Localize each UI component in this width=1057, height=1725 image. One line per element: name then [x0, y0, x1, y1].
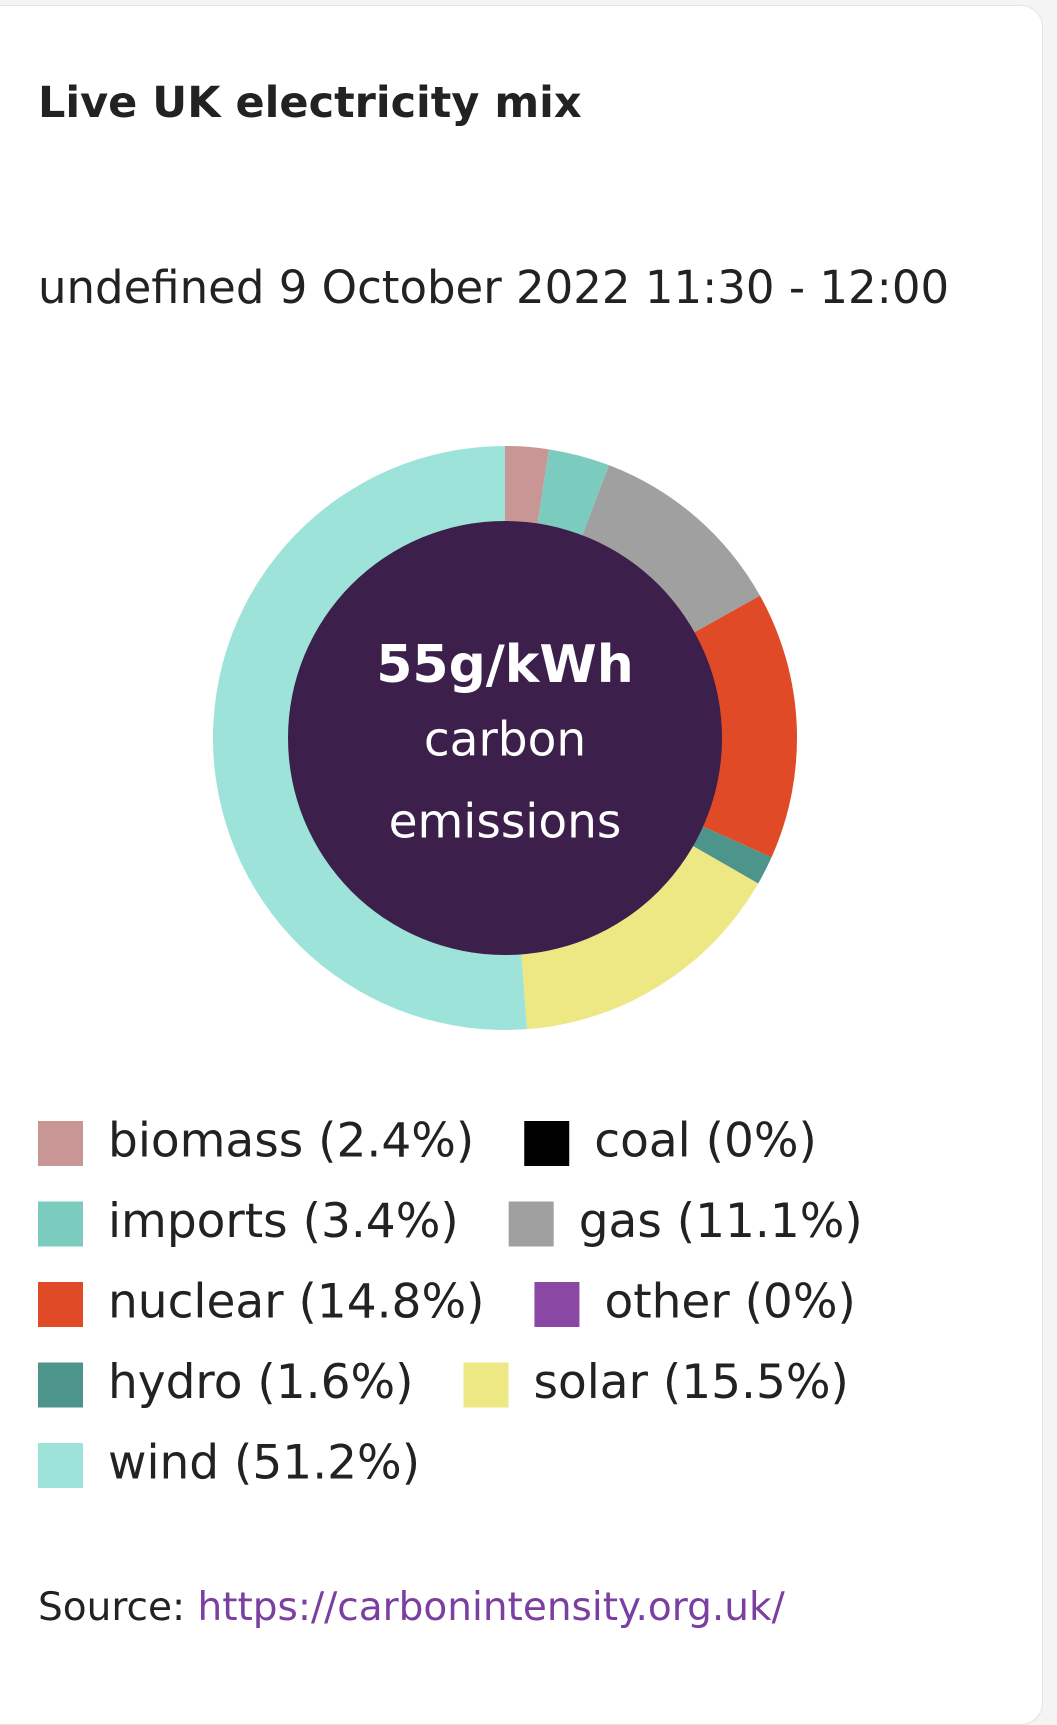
legend-label: imports (3.4%): [108, 1194, 459, 1249]
page: Live UK electricity mix undefined 9 Octo…: [0, 5, 1043, 1725]
legend-swatch: [534, 1282, 580, 1327]
legend-swatch: [38, 1121, 83, 1166]
title: Live UK electricity mix: [38, 78, 582, 128]
legend-label: other (0%): [604, 1275, 855, 1330]
center-text: carbon: [424, 713, 586, 768]
source-link[interactable]: https://carbonintensity.org.uk/: [197, 1585, 785, 1630]
legend-swatch: [524, 1121, 570, 1166]
subtitle: undefined 9 October 2022 11:30 - 12:00: [38, 261, 950, 314]
legend-label: solar (15.5%): [534, 1355, 849, 1410]
legend-label: gas (11.1%): [579, 1194, 863, 1249]
source: Source: https://carbonintensity.org.uk/: [38, 1585, 785, 1630]
center-text: emissions: [389, 795, 622, 850]
center-text: 55g/kWh: [376, 635, 634, 695]
legend-swatch: [38, 1443, 83, 1488]
legend-label: biomass (2.4%): [108, 1114, 474, 1169]
source-label: Source:: [38, 1585, 186, 1630]
legend-label: coal (0%): [594, 1114, 817, 1169]
legend-label: nuclear (14.8%): [108, 1275, 484, 1330]
donut-center: [288, 521, 722, 955]
chart: 55g/kWh carbon emissions biomass (2.4%) coal…: [38, 446, 863, 1491]
legend-label: wind (51.2%): [108, 1436, 420, 1491]
legend-swatch: [508, 1201, 554, 1247]
legend-swatch: [38, 1282, 83, 1327]
legend-swatch: [38, 1201, 83, 1247]
legend-label: hydro (1.6%): [108, 1355, 414, 1410]
legend-swatch: [38, 1362, 83, 1408]
legend-swatch: [463, 1362, 509, 1408]
